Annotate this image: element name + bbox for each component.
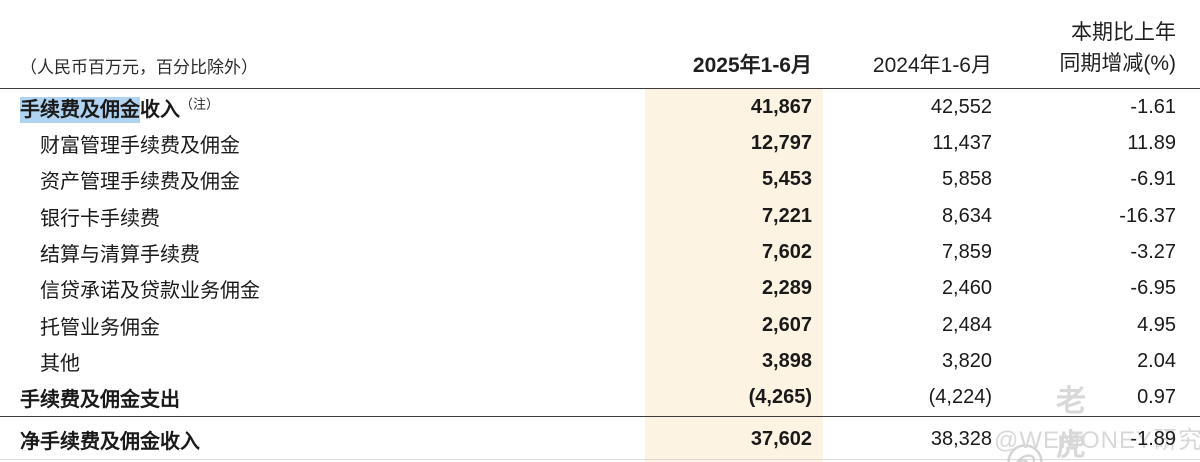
table-row-settlement-clearing: 结算与清算手续费 7,602 7,859 -3.27 [0,234,1200,270]
value-change: -6.91 [1130,168,1176,191]
table-row-others: 其他 3,898 3,820 2.04 [0,343,1200,379]
value-2025: 7,221 [761,204,812,227]
value-change: -1.89 [1130,428,1176,451]
value-2024: 2,484 [941,313,992,336]
value-2024: 42,552 [930,95,992,118]
value-change: -6.95 [1130,277,1176,300]
column-header-change-line2: 同期增减(%) [1059,51,1176,75]
value-change: 4.95 [1137,313,1176,336]
current-period-column-highlight [645,89,823,462]
footnote-marker: （注） [180,96,220,112]
value-2025: 37,602 [750,428,812,451]
table-header-row: （人民币百万元，百分比除外） 2025年1-6月 2024年1-6月 本期比上年… [0,0,1200,89]
table-row-fee-expense: 手续费及佣金支出 (4,265) (4,224) 0.97 [0,380,1200,416]
value-2024: 8,634 [941,204,992,227]
value-2025: 5,453 [761,168,812,191]
table-row-bank-card: 银行卡手续费 7,221 8,634 -16.37 [0,198,1200,234]
table-bottom-rule [0,459,1200,460]
value-2025: 2,289 [761,277,812,300]
row-label: 手续费及佣金支出 [20,389,180,412]
table-row-net-fee-income: 净手续费及佣金收入 37,602 38,328 -1.89 [0,416,1200,462]
table-row-wealth-management: 财富管理手续费及佣金 12,797 11,437 11.89 [0,125,1200,161]
value-change: 2.04 [1137,350,1176,373]
table-row-fee-income: 手续费及佣金收入（注） 41,867 42,552 -1.61 [0,89,1200,125]
table-row-custody: 托管业务佣金 2,607 2,484 4.95 [0,307,1200,343]
value-2025: 12,797 [750,132,812,155]
text-selection-highlight: 手续费及佣金 [20,96,140,123]
value-change: -16.37 [1119,204,1176,227]
row-label: 手续费及佣金收入（注） [20,96,220,123]
row-label: 资产管理手续费及佣金 [40,171,240,194]
row-label: 信贷承诺及贷款业务佣金 [40,280,260,303]
value-change: 11.89 [1127,132,1176,155]
row-label: 银行卡手续费 [40,207,160,230]
value-2025: 3,898 [761,350,812,373]
value-2024: (4,224) [928,386,992,409]
value-2024: 7,859 [941,241,992,264]
value-2024: 38,328 [930,428,992,451]
table-row-credit-commitment: 信贷承诺及贷款业务佣金 2,289 2,460 -6.95 [0,271,1200,307]
value-change: -3.27 [1130,241,1176,264]
row-label: 托管业务佣金 [40,316,160,339]
unit-note: （人民币百万元，百分比除外） [20,58,258,77]
column-header-2025: 2025年1-6月 [692,54,812,77]
row-label: 其他 [40,353,80,376]
value-2024: 3,820 [941,350,992,373]
table-row-asset-management: 资产管理手续费及佣金 5,453 5,858 -6.91 [0,162,1200,198]
value-change: -1.61 [1130,95,1176,118]
value-2025: 7,602 [761,241,812,264]
row-label: 结算与清算手续费 [40,244,200,267]
column-header-change: 本期比上年 同期增减(%) [992,18,1176,88]
value-2024: 2,460 [941,277,992,300]
column-header-change-line1: 本期比上年 [1071,21,1176,45]
value-2025: 41,867 [750,95,812,118]
value-2024: 5,858 [941,168,992,191]
value-2024: 11,437 [932,132,992,155]
value-change: 0.97 [1137,386,1176,409]
row-label: 净手续费及佣金收入 [20,431,200,454]
value-2025: 2,607 [761,313,812,336]
row-label: 财富管理手续费及佣金 [40,135,240,158]
value-2025: (4,265) [748,386,812,409]
column-header-2024: 2024年1-6月 [872,54,992,77]
